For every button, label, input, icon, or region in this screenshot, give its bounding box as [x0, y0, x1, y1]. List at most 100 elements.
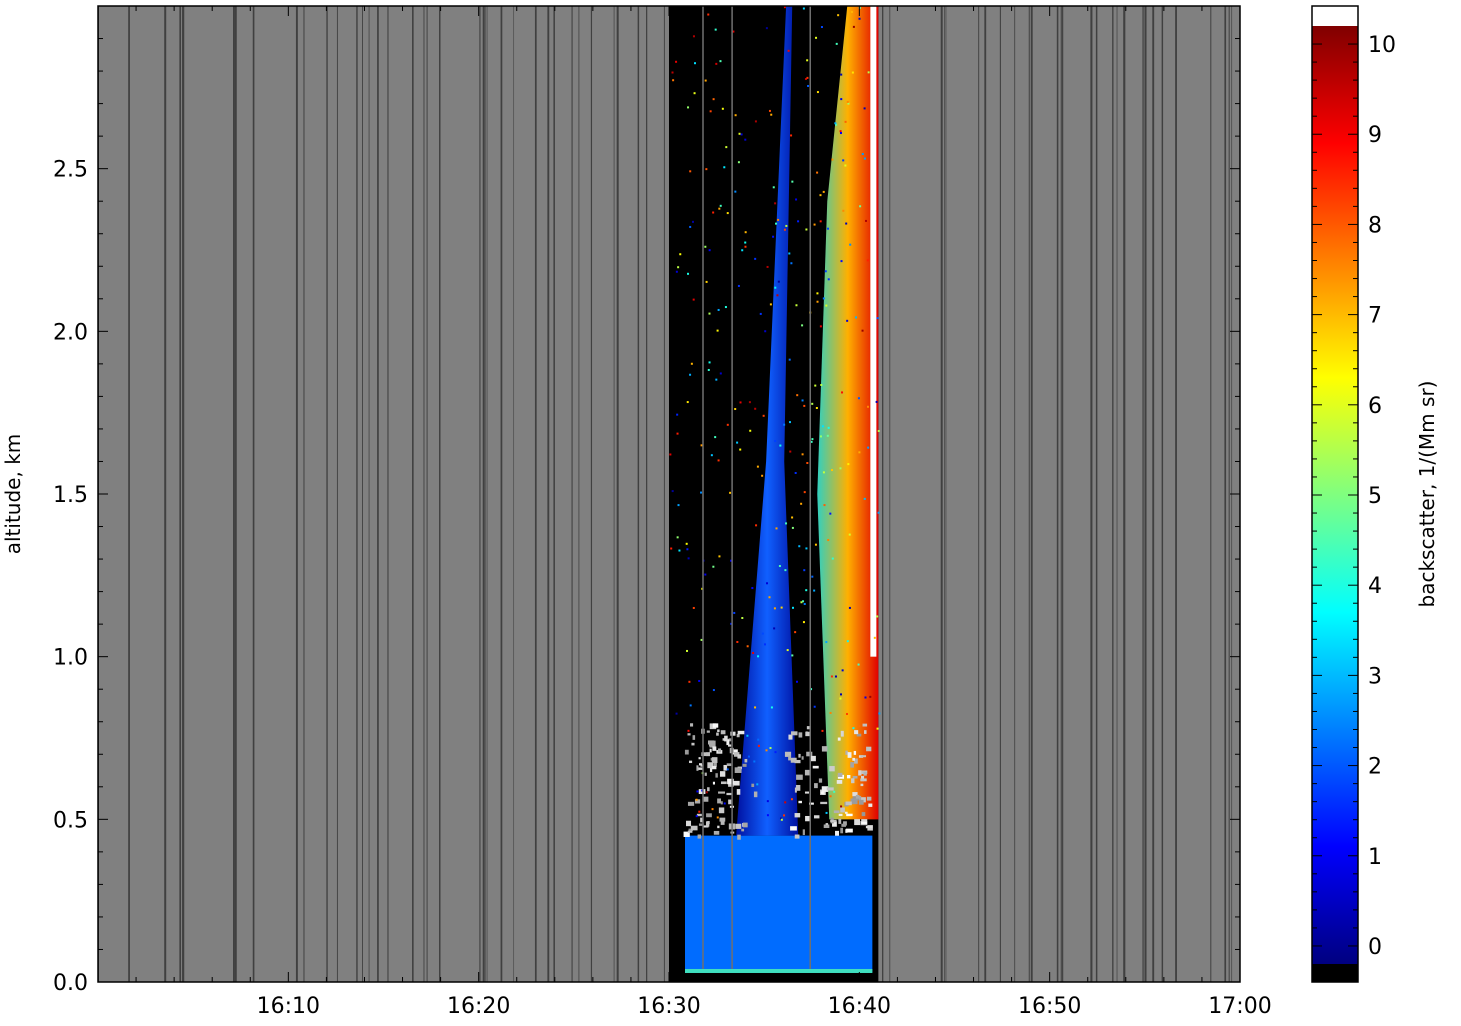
cloud-pixel	[718, 748, 722, 753]
noise-pixel	[744, 138, 747, 141]
cloud-pixel	[790, 826, 797, 831]
cloud-pixel	[806, 751, 813, 757]
cloud-pixel	[711, 765, 717, 770]
noise-pixel	[800, 502, 803, 505]
cloud-pixel	[846, 813, 853, 817]
noise-pixel	[796, 394, 799, 397]
noise-pixel	[737, 284, 740, 287]
cloud-pixel	[707, 762, 714, 769]
noise-pixel	[764, 330, 767, 333]
cloud-pixel	[840, 807, 845, 813]
noise-pixel	[730, 559, 733, 562]
cloud-pixel	[696, 813, 702, 817]
noise-pixel	[754, 706, 757, 709]
noise-pixel	[806, 59, 809, 62]
noise-pixel	[718, 207, 721, 210]
cloud-pixel	[687, 830, 693, 833]
noise-pixel	[679, 253, 682, 256]
noise-pixel	[732, 30, 735, 33]
cloud-pixel	[829, 766, 835, 772]
noise-pixel	[709, 110, 712, 113]
noise-pixel	[714, 28, 717, 31]
noise-pixel	[708, 249, 711, 252]
noise-pixel	[794, 631, 797, 634]
cloud-pixel	[684, 749, 689, 755]
colorbar-frame	[1311, 5, 1359, 983]
noise-pixel	[816, 91, 819, 94]
y-tick-label: 1.0	[53, 646, 88, 671]
cloud-pixel	[701, 752, 707, 757]
noise-pixel	[748, 401, 751, 404]
cloud-pixel	[753, 791, 758, 798]
cloud-pixel	[703, 825, 709, 828]
noise-pixel	[846, 100, 849, 103]
noise-pixel	[726, 768, 729, 771]
cloud-pixel	[719, 817, 726, 822]
noise-pixel	[725, 146, 728, 149]
noise-pixel	[801, 324, 804, 327]
noise-pixel	[692, 220, 695, 223]
cloud-pixel	[845, 801, 852, 806]
noise-pixel	[863, 157, 866, 160]
noise-pixel	[754, 257, 757, 260]
cloud-pixel	[687, 801, 695, 806]
noise-pixel	[746, 645, 749, 648]
noise-pixel	[858, 725, 861, 728]
cloud-pixel	[841, 823, 846, 827]
cloud-pixel	[852, 792, 858, 797]
noise-pixel	[821, 729, 824, 732]
noise-pixel	[876, 727, 879, 730]
cloud-pixel	[856, 733, 862, 737]
noise-pixel	[802, 600, 805, 603]
cloud-pixel	[690, 825, 698, 831]
noise-pixel	[769, 747, 772, 750]
noise-pixel	[815, 36, 818, 39]
cloud-pixel	[833, 810, 840, 814]
noise-pixel	[773, 627, 776, 630]
noise-pixel	[734, 408, 737, 411]
colorbar-tick-label: 4	[1368, 574, 1382, 599]
noise-pixel	[773, 607, 776, 610]
cloud-pixel	[845, 750, 848, 755]
noise-pixel	[831, 158, 834, 161]
cloud-pixel	[751, 783, 755, 788]
saturated-column	[870, 6, 877, 657]
noise-pixel	[861, 329, 864, 332]
noise-pixel	[877, 511, 880, 514]
noise-pixel	[739, 448, 742, 451]
noise-pixel	[675, 270, 678, 273]
noise-pixel	[803, 404, 806, 407]
cloud-pixel	[694, 799, 701, 804]
noise-pixel	[819, 220, 822, 223]
noise-pixel	[839, 467, 842, 470]
noise-pixel	[695, 815, 698, 818]
noise-pixel	[753, 760, 756, 763]
noise-pixel	[775, 527, 778, 530]
noise-pixel	[878, 712, 881, 715]
noise-pixel	[839, 130, 842, 133]
cloud-pixel	[698, 757, 701, 760]
cloud-pixel	[718, 791, 726, 794]
cloud-pixel	[717, 825, 720, 829]
noise-pixel	[840, 73, 843, 76]
noise-pixel	[801, 399, 804, 402]
noise-pixel	[803, 569, 806, 572]
colorbar-tick-label: 10	[1368, 33, 1396, 58]
noise-pixel	[798, 545, 801, 548]
noise-pixel	[692, 606, 695, 609]
noise-pixel	[756, 465, 759, 468]
colorbar-tick-label: 9	[1368, 123, 1382, 148]
noise-pixel	[719, 372, 722, 375]
noise-pixel	[795, 304, 798, 307]
x-tick-label: 17:00	[1208, 994, 1271, 1019]
noise-pixel	[687, 557, 690, 560]
noise-pixel	[774, 202, 777, 205]
noise-pixel	[726, 212, 729, 215]
noise-pixel	[712, 689, 715, 692]
noise-pixel	[813, 589, 816, 592]
noise-pixel	[716, 816, 719, 819]
cloud-pixel	[860, 778, 867, 782]
cloud-pixel	[861, 812, 866, 817]
cloud-pixel	[685, 820, 692, 827]
noise-pixel	[858, 17, 861, 20]
